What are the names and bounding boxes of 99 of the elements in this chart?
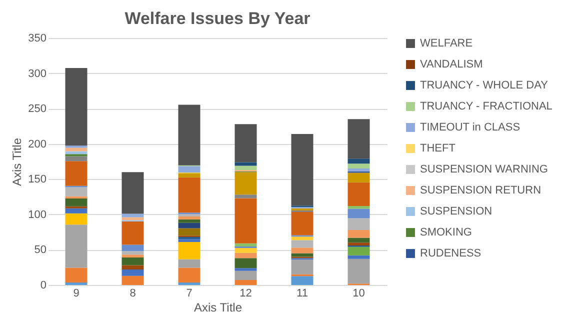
y-tick-label: 0	[40, 280, 46, 292]
bar	[291, 260, 314, 274]
bar	[234, 270, 257, 280]
bar	[291, 208, 314, 211]
bar	[65, 196, 88, 199]
legend-label: SUSPENSION WARNING	[420, 164, 548, 176]
x-tick-label: 8	[130, 288, 136, 300]
bar	[178, 222, 200, 228]
legend-label: WELFARE	[420, 38, 473, 50]
bar	[122, 251, 144, 255]
bar	[178, 259, 200, 268]
bar	[291, 212, 314, 236]
bar	[65, 268, 88, 283]
bar	[234, 166, 257, 170]
bar	[234, 172, 257, 195]
bar	[348, 172, 370, 182]
legend-label: TIMEOUT in CLASS	[420, 122, 520, 134]
bar	[122, 172, 144, 214]
bar	[65, 68, 88, 146]
y-tick-label: 250	[28, 103, 46, 116]
bar	[348, 218, 370, 230]
bar	[348, 208, 370, 218]
bar	[234, 162, 257, 166]
bar	[291, 248, 314, 254]
legend-label: TRUANCY - FRACTIONAL	[420, 100, 552, 112]
bar	[234, 280, 257, 285]
bar	[348, 206, 370, 209]
bar	[122, 254, 144, 258]
bar	[65, 198, 88, 206]
bar	[234, 258, 257, 268]
x-tick-label: 12	[240, 288, 252, 300]
bar	[348, 164, 370, 169]
bar	[122, 244, 144, 252]
bar	[178, 228, 200, 236]
bar	[348, 182, 370, 206]
legend-label: RUDENESS	[420, 248, 482, 260]
bar	[234, 198, 257, 244]
y-tick-label: 50	[34, 244, 46, 256]
bar	[178, 219, 200, 223]
bar	[178, 177, 200, 213]
bar	[65, 213, 88, 225]
bar	[234, 124, 257, 162]
bar	[122, 257, 144, 266]
bar	[178, 104, 200, 166]
bar	[65, 208, 88, 214]
legend-label: VANDALISM	[420, 58, 483, 70]
bar	[348, 158, 370, 164]
x-tick-label: 9	[73, 288, 80, 300]
bar	[234, 243, 257, 247]
bar	[65, 148, 88, 152]
bar	[291, 236, 314, 240]
bar	[122, 276, 144, 285]
bar	[122, 214, 144, 218]
chart-title: Welfare Issues By Year	[124, 9, 311, 28]
legend-label: THEFT	[420, 142, 456, 154]
bar	[178, 214, 200, 217]
bar	[65, 224, 88, 268]
bar	[348, 230, 370, 238]
bar	[348, 246, 370, 256]
bar	[348, 119, 370, 159]
bar	[348, 168, 370, 172]
bar	[178, 216, 200, 220]
bar	[234, 252, 257, 258]
y-tick-label: 200	[28, 138, 46, 150]
bar	[122, 269, 144, 276]
bar	[348, 258, 370, 284]
bar	[234, 194, 257, 198]
x-tick-label: 10	[352, 288, 365, 300]
bar	[122, 221, 144, 245]
bar	[65, 156, 88, 162]
y-tick-label: 150	[28, 174, 46, 186]
bar	[348, 238, 370, 243]
y-tick-label: 350	[28, 32, 46, 44]
bar	[291, 240, 314, 248]
bar	[291, 134, 314, 206]
legend-label: SUSPENSION	[420, 206, 492, 218]
y-axis-title: Axis Title	[10, 138, 24, 186]
x-axis-title: Axis Title	[194, 300, 242, 314]
bar	[291, 253, 314, 257]
bar	[178, 166, 200, 172]
bar	[348, 242, 370, 246]
x-tick-label: 7	[186, 288, 192, 300]
bar	[291, 276, 314, 285]
bar	[65, 187, 88, 196]
bar	[234, 248, 257, 253]
bar	[234, 268, 257, 271]
legend-label: SMOKING	[420, 226, 472, 238]
legend-label: TRUANCY - WHOLE DAY	[420, 80, 549, 92]
bar	[178, 239, 200, 242]
y-tick-label: 300	[28, 68, 46, 80]
bar	[348, 255, 370, 259]
x-tick-label: 11	[296, 288, 308, 300]
bar	[178, 173, 200, 178]
bar	[178, 268, 200, 283]
legend-label: SUSPENSION RETURN	[420, 184, 542, 196]
bar	[122, 265, 144, 270]
y-tick-label: 100	[28, 208, 46, 221]
bar	[178, 242, 200, 260]
bar	[65, 161, 88, 186]
